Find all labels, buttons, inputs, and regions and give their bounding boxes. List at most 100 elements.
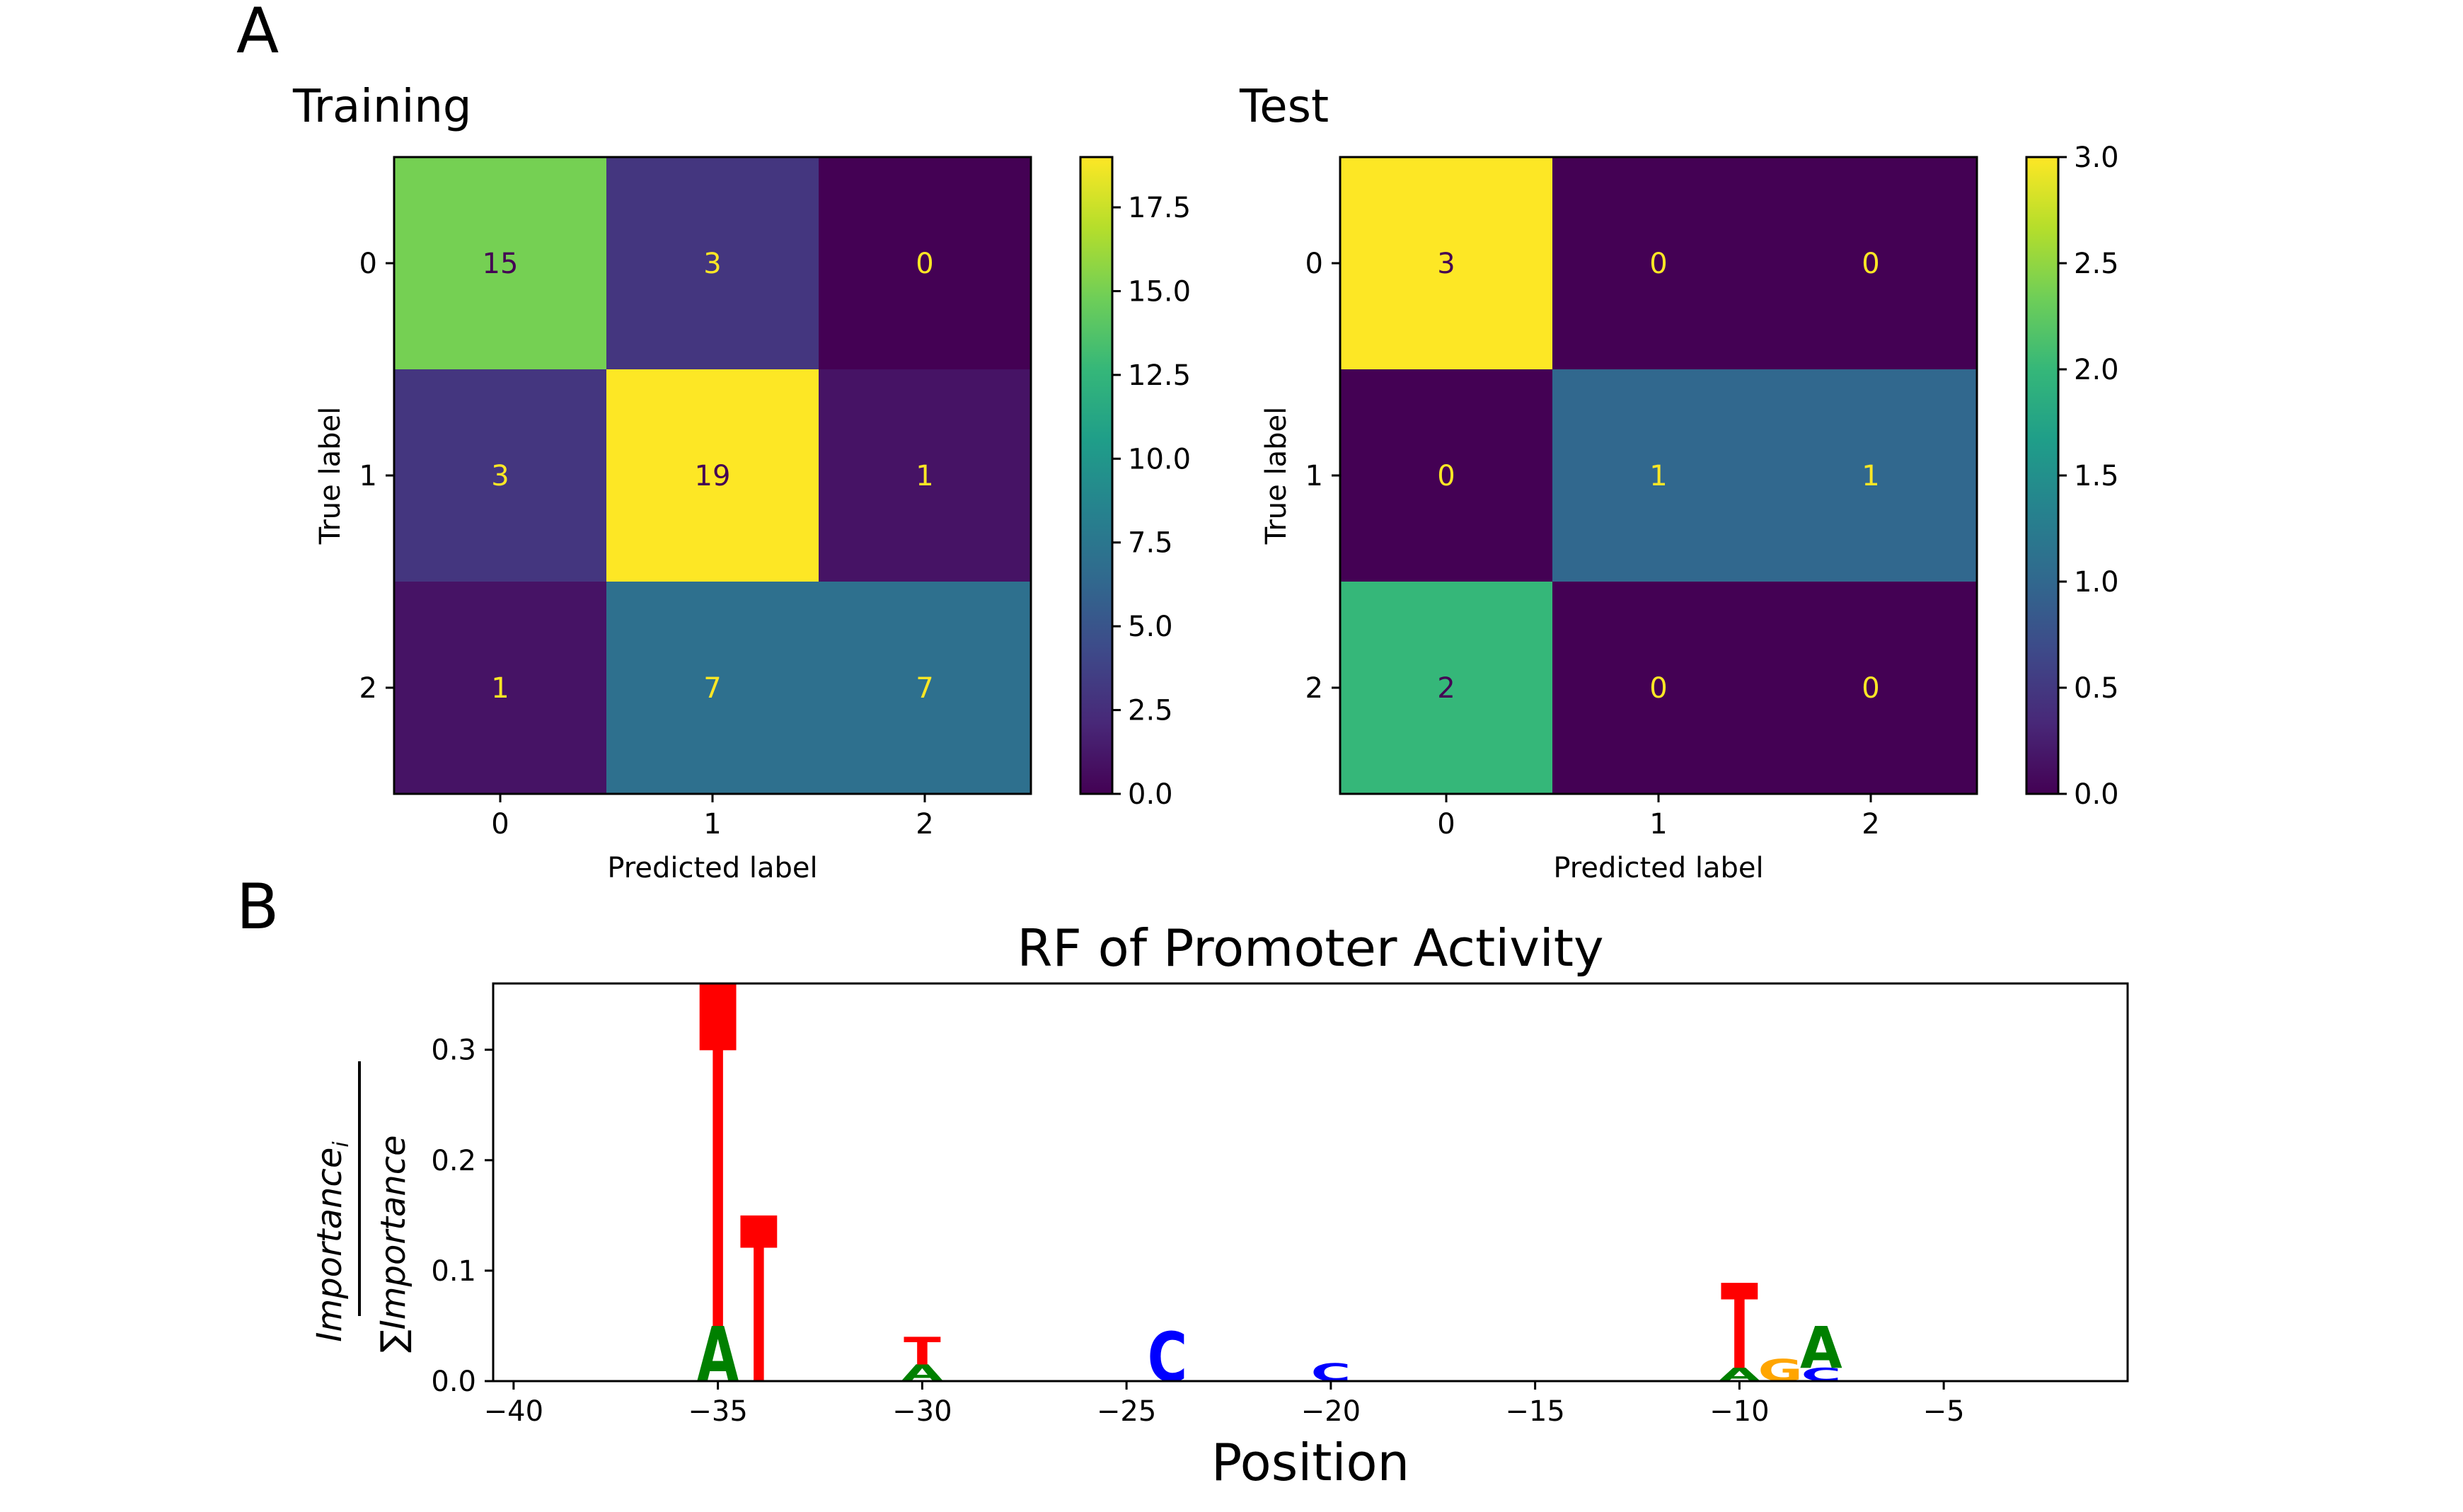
logo-letter-G: G [1758, 1353, 1802, 1388]
cm-cell-label: 3 [1437, 248, 1455, 280]
x-tick-label: 2 [1862, 808, 1879, 841]
y-tick-label: 0 [359, 248, 377, 280]
logo-x-ticks: −40 −35 −30 −25 −20 −15 −10 −5 [484, 1381, 1965, 1428]
test-cells: 3 0 0 0 1 1 2 0 0 [1340, 157, 1978, 795]
training-confusion-matrix: Training 15 3 0 3 19 1 1 7 7 0 1 2 0 1 2 Predicted la… [292, 81, 1191, 884]
training-colorbar: 0.0 2.5 5.0 7.5 10.0 12.5 15.0 17.5 [1079, 156, 1191, 811]
panel-label-b: B [236, 870, 279, 943]
x-tick-label: 0 [1437, 808, 1455, 841]
colorbar-tick-label: 0.0 [1128, 778, 1173, 811]
cm-cell [606, 582, 819, 795]
promoter-logo-chart: RF of Promoter Activity AT T AT C C AT GCA −40… [310, 891, 2129, 1492]
logo-letter-A: A [901, 1360, 944, 1387]
training-title: Training [292, 81, 472, 133]
cm-cell [1340, 582, 1553, 795]
logo-x-tick-label: −25 [1097, 1395, 1156, 1428]
colorbar-tick-label: 0.5 [2074, 672, 2119, 705]
test-colorbar: 0.0 0.5 1.0 1.5 2.0 2.5 3.0 [2025, 142, 2119, 811]
test-y-axis-label: True label [1260, 407, 1293, 545]
cm-cell-label: 0 [916, 248, 933, 280]
test-colorbar-gradient [2026, 157, 2058, 794]
test-title: Test [1239, 81, 1329, 133]
logo-letter-C: C [1801, 1364, 1842, 1385]
training-cells: 15 3 0 3 19 1 1 7 7 [394, 157, 1032, 795]
colorbar-tick-label: 12.5 [1128, 359, 1191, 392]
x-tick-label: 2 [916, 808, 933, 841]
logo-x-tick-label: −20 [1301, 1395, 1361, 1428]
cm-cell [819, 369, 1032, 582]
y-tick-label: 1 [1305, 460, 1323, 492]
logo-title: RF of Promoter Activity [1017, 918, 1603, 978]
colorbar-tick-label: 5.0 [1128, 611, 1173, 643]
logo-y-tick-label: 0.2 [431, 1145, 476, 1177]
cm-cell-label: 1 [491, 672, 509, 705]
cm-cell-label: 0 [1649, 672, 1667, 705]
logo-x-tick-label: −10 [1709, 1395, 1769, 1428]
logo-frame [492, 982, 2129, 1383]
logo-letter-T: T [699, 891, 737, 1438]
training-colorbar-ticks: 0.0 2.5 5.0 7.5 10.0 12.5 15.0 17.5 [1112, 192, 1191, 811]
y-label-subscript: i [329, 1141, 354, 1148]
cm-cell-label: 19 [695, 460, 731, 492]
y-label-sum-sign: ∑ [374, 1329, 413, 1352]
colorbar-tick-label: 2.5 [2074, 248, 2119, 280]
y-tick-label: 2 [1305, 672, 1323, 705]
training-ticks: 0 1 2 0 1 2 [359, 248, 934, 841]
cm-cell-label: 1 [1649, 460, 1667, 492]
cm-cell [819, 582, 1032, 795]
logo-letter-T: T [1721, 1261, 1758, 1396]
cm-cell [606, 369, 819, 582]
training-x-axis-label: Predicted label [607, 852, 817, 884]
logo-letter-A: A [1800, 1314, 1842, 1381]
cm-cell-label: 0 [1649, 248, 1667, 280]
colorbar-tick-label: 7.5 [1128, 527, 1173, 560]
logo-letters: AT T AT C C AT GCA [697, 891, 1842, 1438]
logo-x-tick-label: −15 [1505, 1395, 1564, 1428]
cm-cell [1552, 369, 1765, 582]
test-confusion-matrix: Test 3 0 0 0 1 1 2 0 0 0 1 2 0 1 2 Predicted label Tr… [1239, 81, 2119, 884]
logo-x-tick-label: −30 [892, 1395, 952, 1428]
cm-cell-label: 1 [916, 460, 933, 492]
cm-cell [606, 157, 819, 370]
logo-letter-A: A [697, 1311, 739, 1400]
cm-cell [1765, 157, 1978, 370]
logo-x-axis-label: Position [1211, 1433, 1409, 1492]
panel-label-a: A [236, 0, 279, 67]
cm-cell-label: 0 [1862, 672, 1879, 705]
training-y-axis-label: True label [314, 407, 347, 545]
logo-letter-T: T [904, 1329, 941, 1374]
colorbar-tick-label: 2.0 [2074, 354, 2119, 386]
cm-cell [819, 157, 1032, 370]
cm-cell [1552, 582, 1765, 795]
logo-letter-A: A [1719, 1364, 1761, 1385]
y-label-numerator: Importancei [310, 1141, 354, 1342]
cm-cell [1552, 157, 1765, 370]
logo-y-tick-label: 0.3 [431, 1034, 476, 1067]
cm-cell [1340, 369, 1553, 582]
logo-x-tick-label: −40 [484, 1395, 543, 1428]
cm-cell [394, 369, 607, 582]
cm-cell-label: 7 [916, 672, 933, 705]
y-label-numerator-text: Importance [310, 1148, 350, 1342]
cm-cell-label: 7 [703, 672, 721, 705]
logo-x-tick-label: −35 [688, 1395, 747, 1428]
y-tick-label: 2 [359, 672, 377, 705]
cm-cell [1765, 369, 1978, 582]
cm-cell [394, 157, 607, 370]
colorbar-tick-label: 17.5 [1128, 192, 1191, 224]
cm-cell-label: 3 [491, 460, 509, 492]
colorbar-tick-label: 3.0 [2074, 142, 2119, 174]
colorbar-tick-label: 1.5 [2074, 460, 2119, 492]
cm-cell-label: 0 [1862, 248, 1879, 280]
x-tick-label: 0 [491, 808, 509, 841]
logo-y-tick-label: 0.0 [431, 1366, 476, 1398]
cm-cell-label: 0 [1437, 460, 1455, 492]
cm-cell [1340, 157, 1553, 370]
y-label-denominator: ∑Importance [374, 1135, 413, 1352]
cm-cell [1765, 582, 1978, 795]
colorbar-tick-label: 15.0 [1128, 275, 1191, 308]
test-ticks: 0 1 2 0 1 2 [1305, 248, 1880, 841]
y-label-denominator-text: Importance [374, 1135, 413, 1329]
cm-cell [394, 582, 607, 795]
